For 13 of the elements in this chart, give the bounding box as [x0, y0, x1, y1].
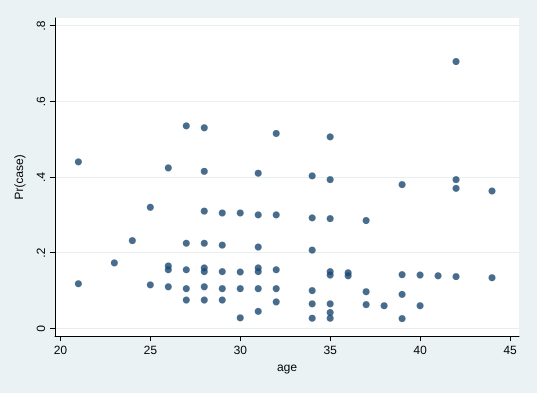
y-tick-label: .6 — [34, 96, 48, 106]
x-tick-label: 35 — [323, 343, 338, 357]
y-tick-label: .8 — [34, 20, 48, 31]
y-tick-label: 0 — [34, 324, 48, 332]
y-tick-label: .4 — [34, 172, 48, 182]
x-tick-label: 30 — [234, 343, 248, 357]
y-tick-label: .2 — [34, 247, 48, 258]
x-axis-title: age — [276, 360, 298, 374]
y-axis-title: Pr(case) — [12, 154, 26, 200]
x-tick-label: 20 — [54, 343, 68, 357]
x-tick-label: 25 — [144, 343, 158, 357]
x-tick-label: 45 — [503, 343, 517, 357]
x-tick-label: 40 — [413, 343, 428, 357]
